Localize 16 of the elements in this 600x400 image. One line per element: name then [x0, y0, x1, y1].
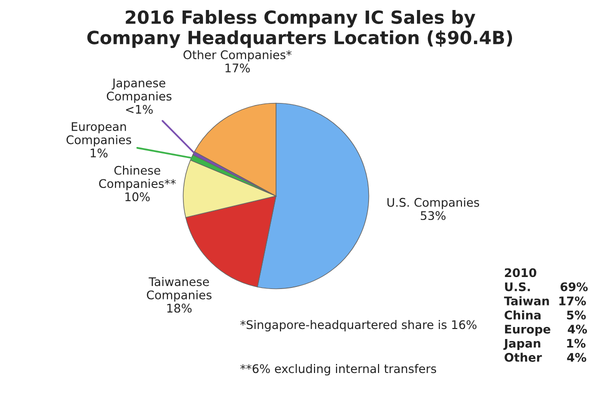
- data-label: 10%: [125, 192, 150, 202]
- data-label: 17%: [226, 64, 250, 72]
- chart-title: 2016 Fabless Company IC Sales by Company Headquarters Location ($90.4B): [87, 10, 512, 48]
- data-label: <1%: [126, 104, 153, 114]
- slice-label: Chinese Companies**: [99, 166, 176, 190]
- slice-label: Japanese Companies: [106, 78, 172, 103]
- text: **6% excluding internal transfers: [240, 364, 436, 376]
- data-label: 18%: [167, 304, 192, 313]
- slice-label: European Companies: [66, 122, 132, 147]
- text: *Singapore-headquartered share is 16%: [240, 320, 476, 332]
- slice-label: Other Companies*: [184, 50, 292, 62]
- data-label: 53%: [420, 211, 446, 220]
- slice-label: Taiwanese Companies: [146, 277, 212, 302]
- data-label: 1%: [90, 148, 108, 158]
- slice-label: U.S. Companies: [387, 198, 480, 210]
- text: 2010 U.S. 69% Taiwan 17% China 5% Europe 4% Japan 1% Other 4%: [503, 268, 588, 362]
